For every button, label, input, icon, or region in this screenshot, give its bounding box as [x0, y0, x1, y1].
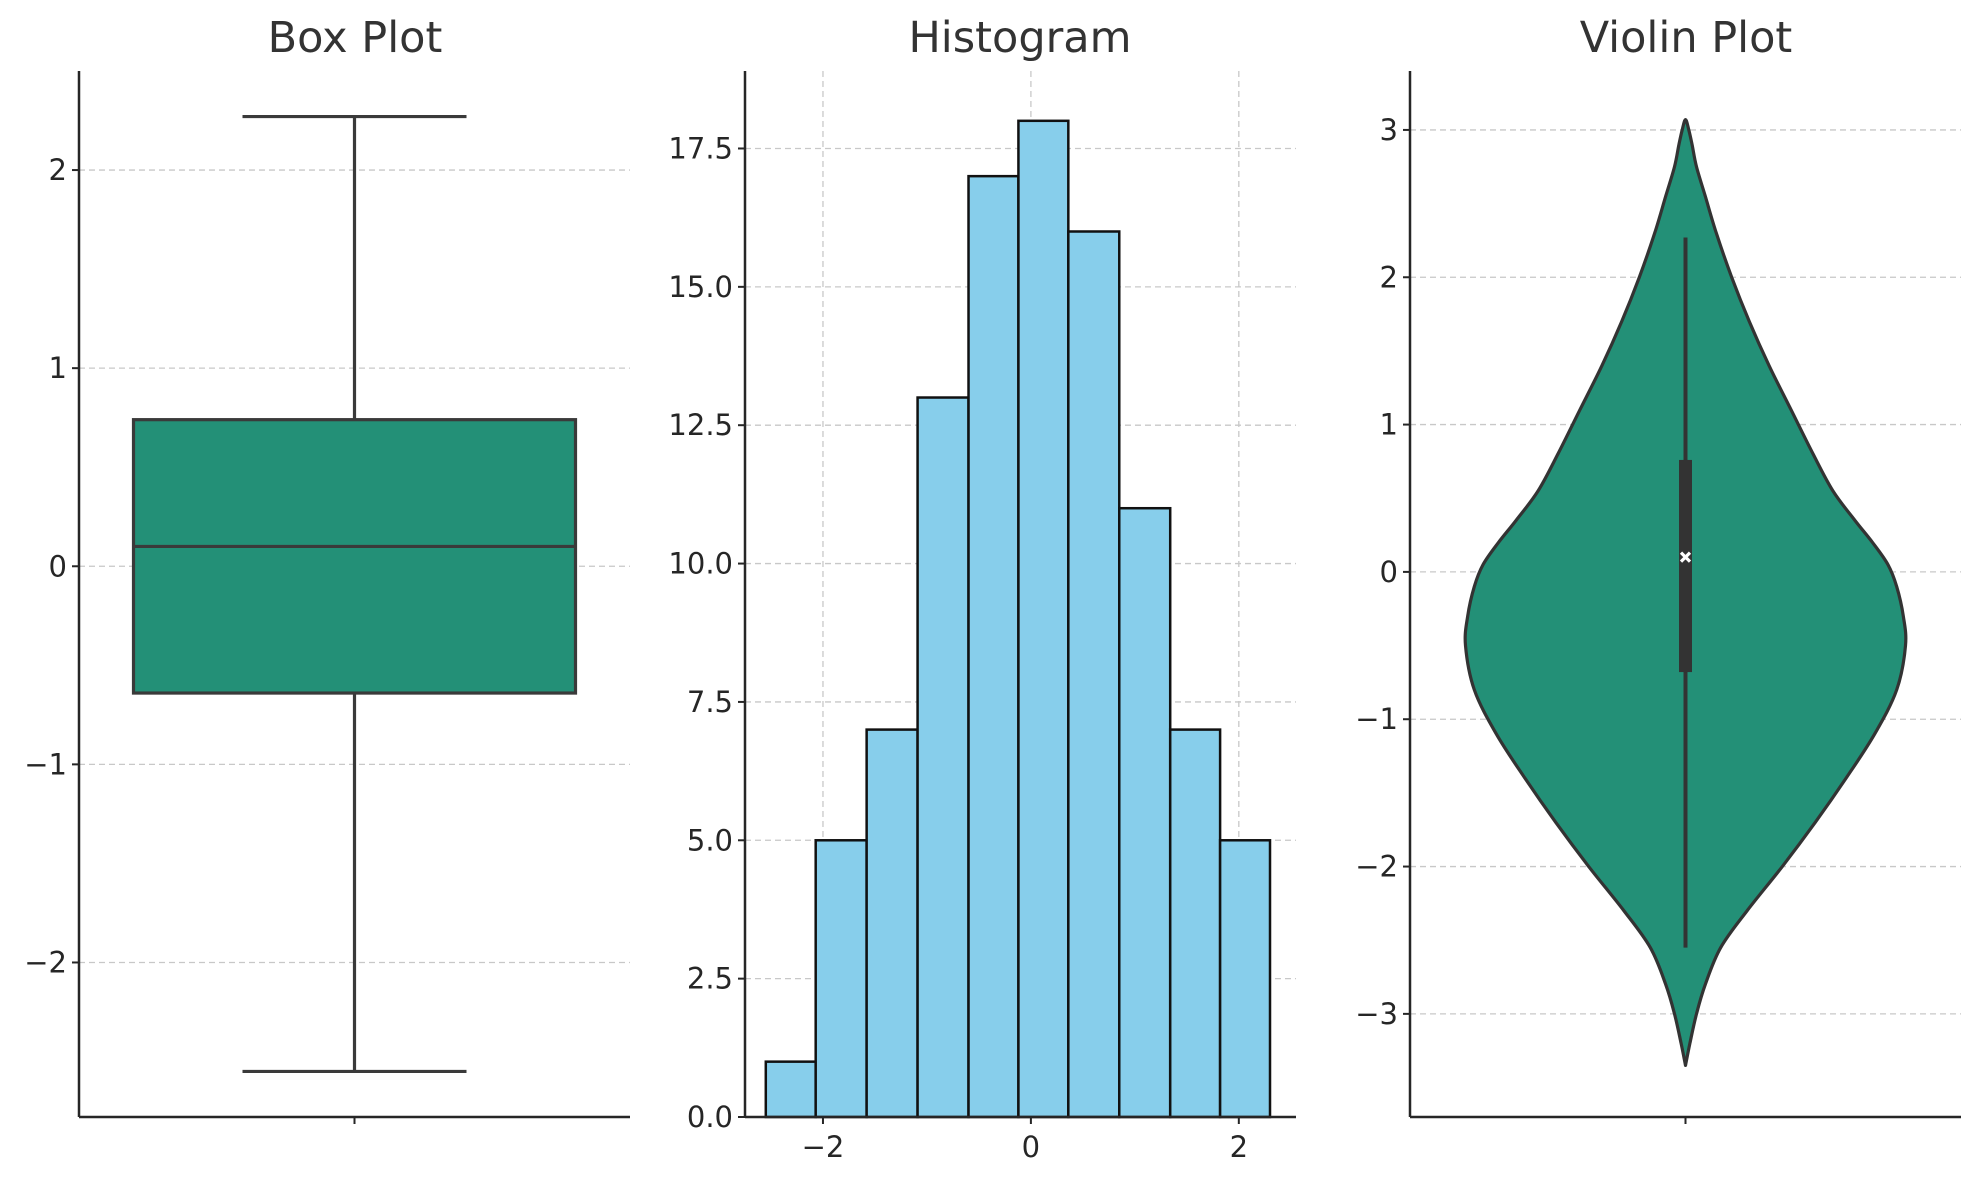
- violin-median-marker: [1679, 551, 1692, 563]
- violin-plot-panel: Violin Plot −3 −2 −1 0 1 2 3: [1355, 13, 1961, 1124]
- histogram-bar: [1067, 230, 1121, 1119]
- violin-ytick-label: 3: [1380, 113, 1398, 147]
- hist-xtick-label: −2: [802, 1130, 845, 1164]
- box-iqr-rect: [131, 418, 578, 695]
- hist-ytick-label: 7.5: [687, 685, 733, 719]
- violin-ytick-label: −3: [1355, 997, 1398, 1031]
- violin-ytick-label: −1: [1355, 702, 1398, 736]
- box-ytick-label: −2: [24, 945, 67, 979]
- hist-xtick-label: 0: [1022, 1130, 1040, 1164]
- histogram-bar: [1118, 506, 1172, 1119]
- histogram-bar: [1218, 839, 1272, 1119]
- histogram-bar: [814, 839, 868, 1119]
- violin-plot-title: Violin Plot: [1580, 13, 1793, 63]
- box-ytick-label: 0: [49, 549, 67, 583]
- hist-ytick-label: 5.0: [687, 823, 733, 857]
- histogram-bar: [1168, 728, 1222, 1119]
- hist-ytick-label: 17.5: [668, 131, 733, 165]
- box-plot-panel: Box Plot −2 −1 0 1 2: [24, 13, 630, 1124]
- histogram-bar: [916, 396, 970, 1119]
- violin-ytick-label: 2: [1380, 260, 1398, 294]
- box-ytick-label: 2: [49, 153, 67, 187]
- histogram-bar: [1017, 119, 1070, 1119]
- violin-ytick-label: 0: [1380, 555, 1398, 589]
- violin-ytick-label: −2: [1355, 850, 1398, 884]
- box-ytick-label: −1: [24, 747, 67, 781]
- histogram-title: Histogram: [908, 13, 1131, 63]
- histogram-bar: [967, 174, 1020, 1119]
- histogram-bar: [865, 728, 919, 1119]
- histogram-panel: Histogram 0.0 2.5 5.0 7.5 10.0 12.5 15.0 17.5 −2…: [668, 13, 1296, 1164]
- hist-ytick-label: 2.5: [687, 962, 733, 996]
- hist-ytick-label: 12.5: [668, 408, 733, 442]
- box-ytick-label: 1: [49, 351, 67, 385]
- hist-ytick-label: 15.0: [668, 270, 733, 304]
- hist-ytick-label: 0.0: [687, 1100, 733, 1134]
- histogram-bar: [764, 1060, 817, 1119]
- violin-ytick-label: 1: [1380, 408, 1398, 442]
- violin-inner-box: [1679, 459, 1692, 673]
- box-plot-title: Box Plot: [268, 13, 443, 63]
- hist-xtick-label: 2: [1230, 1130, 1248, 1164]
- hist-ytick-label: 10.0: [668, 547, 733, 581]
